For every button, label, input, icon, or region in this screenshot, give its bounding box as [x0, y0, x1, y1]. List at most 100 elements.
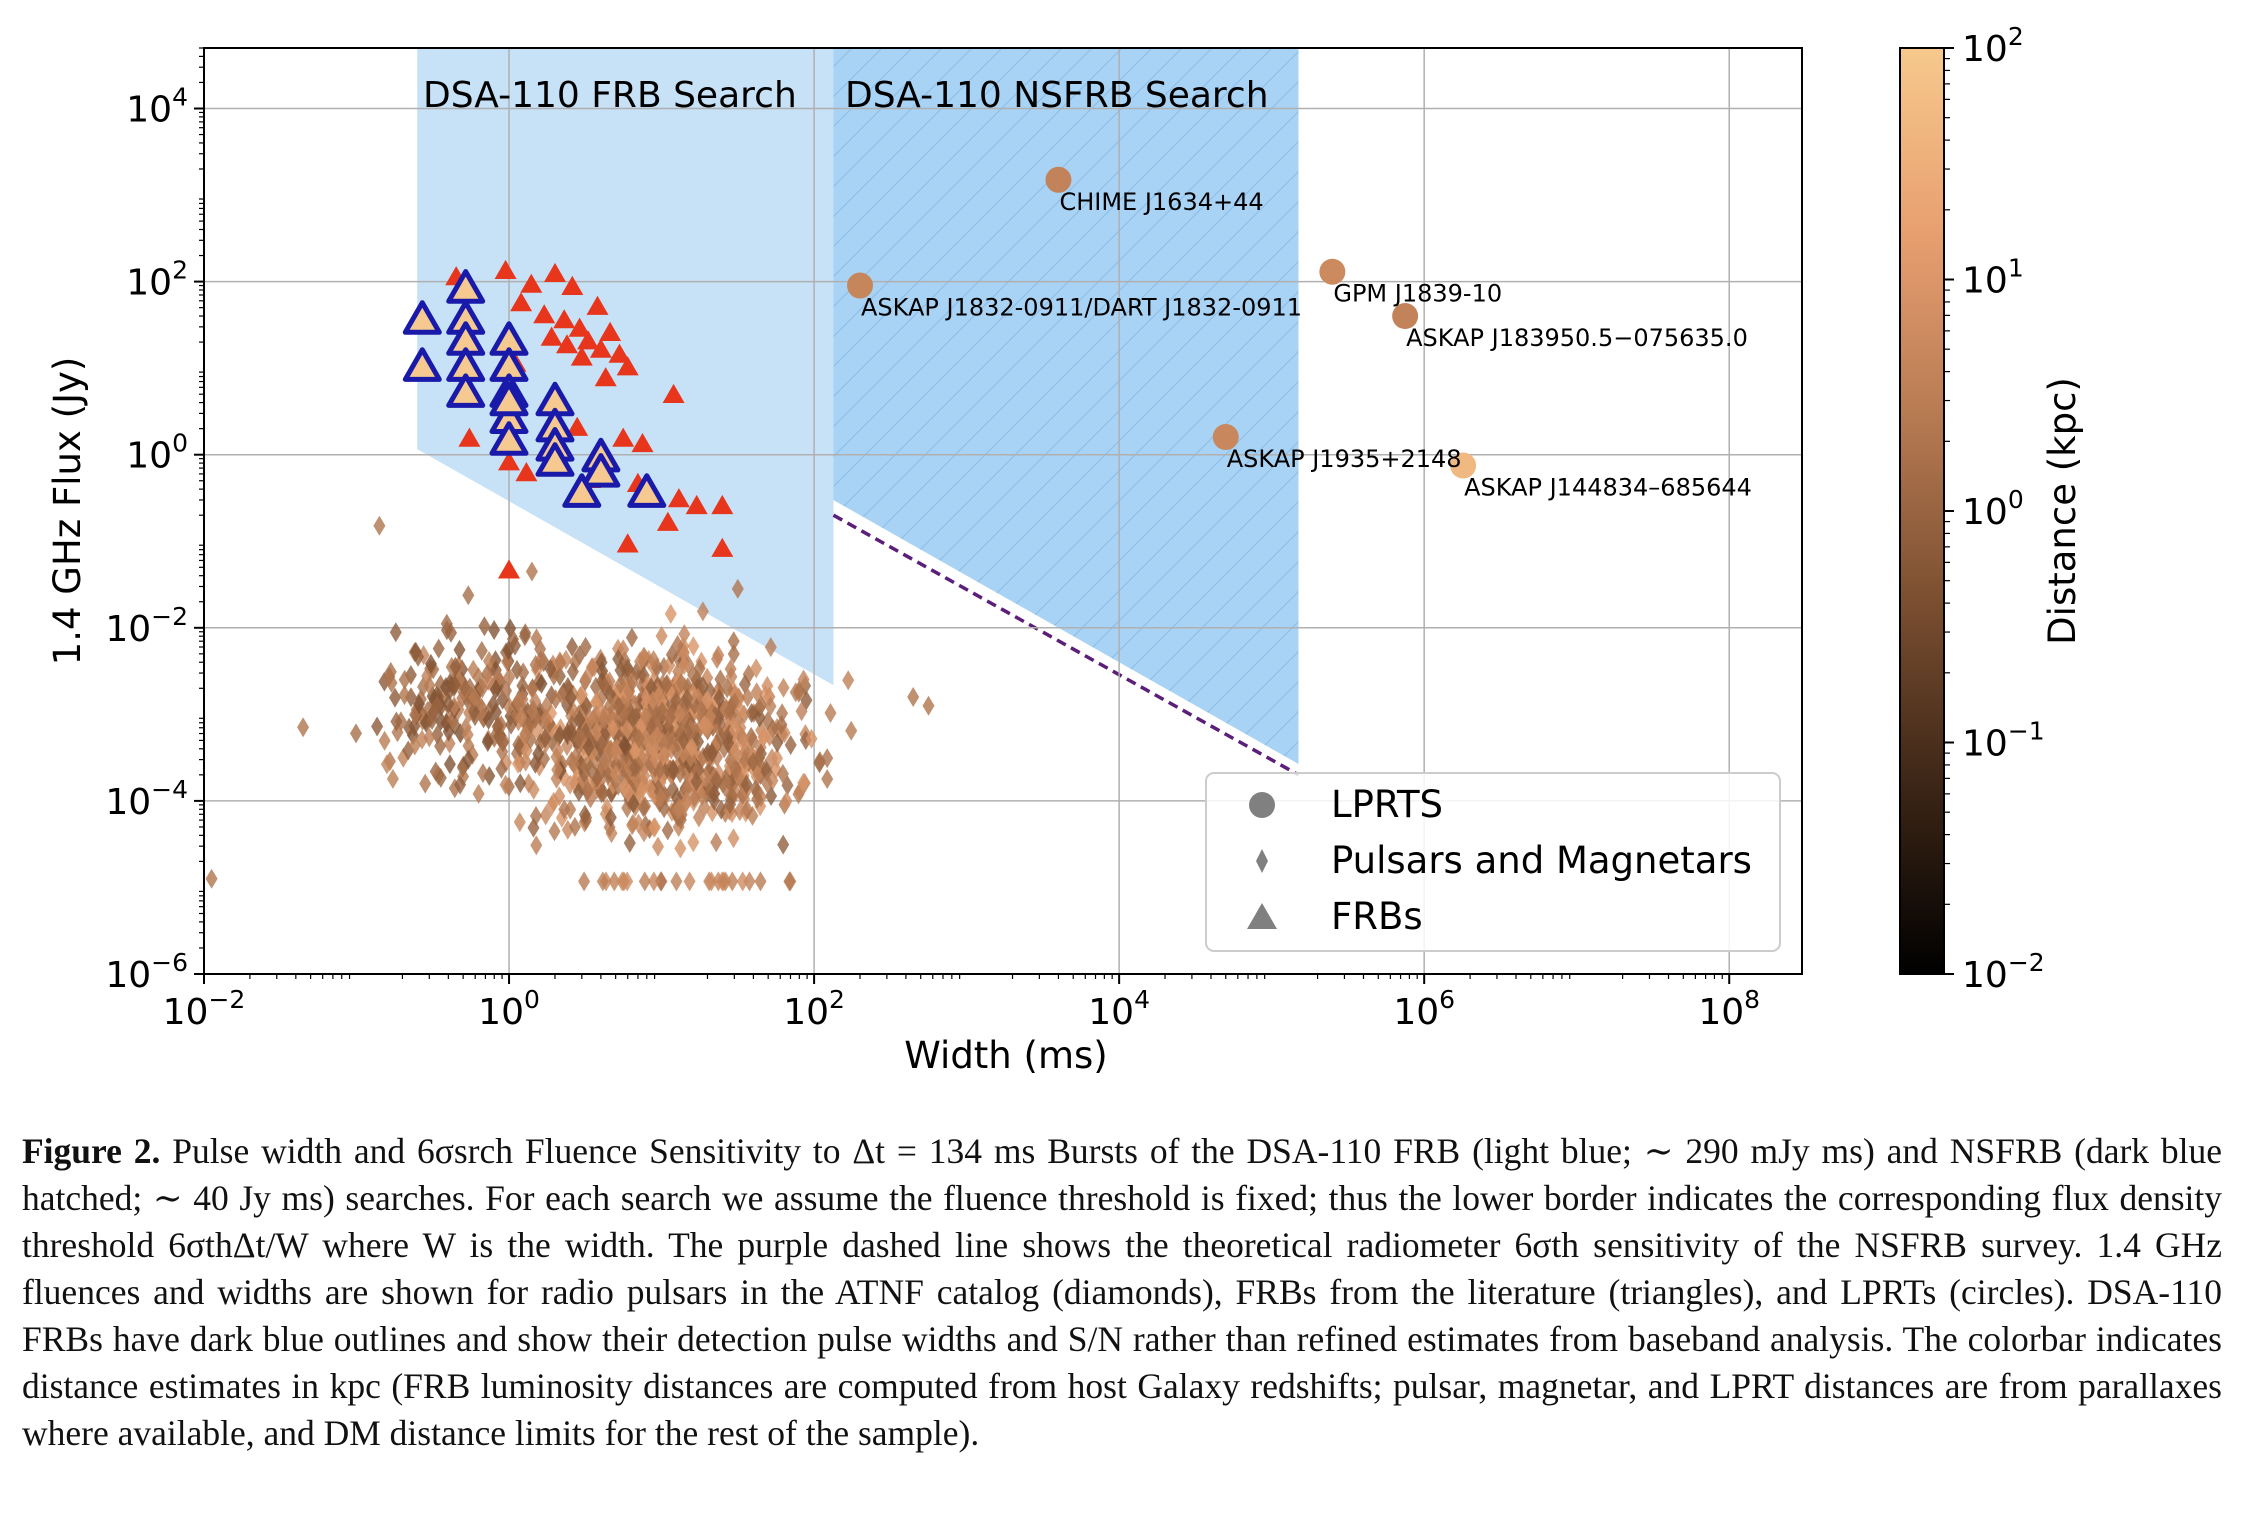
- dsa110-frb-point: [489, 421, 529, 456]
- pulsar-point: [714, 669, 727, 690]
- pulsar-point: [771, 732, 784, 753]
- pulsar-point: [755, 694, 768, 715]
- pulsar-point: [750, 682, 763, 703]
- pulsar-point: [743, 871, 756, 892]
- pulsar-point: [627, 793, 640, 814]
- frb-literature-point: [520, 273, 543, 293]
- frb-literature-point: [510, 292, 533, 312]
- pulsar-point: [522, 773, 535, 794]
- pulsar-point: [652, 836, 664, 857]
- pulsar-point: [445, 622, 457, 643]
- y-tick-label: 102: [126, 256, 188, 304]
- pulsar-point: [647, 690, 659, 711]
- pulsar-point: [675, 673, 688, 693]
- pulsar-point: [462, 749, 475, 770]
- frb-literature-point: [594, 367, 617, 387]
- pulsar-point: [626, 708, 639, 729]
- frb-literature-point: [685, 494, 708, 515]
- pulsar-point: [548, 821, 561, 842]
- frb-literature-point: [631, 433, 654, 453]
- lprt-point: [1450, 452, 1477, 479]
- pulsar-point: [760, 761, 773, 782]
- pulsar-point: [730, 760, 742, 781]
- pulsar-point: [505, 714, 518, 735]
- pulsar-point: [389, 687, 401, 708]
- pulsar-point: [813, 751, 826, 772]
- dsa110-frb-point: [402, 347, 442, 382]
- pulsar-point: [727, 828, 740, 849]
- pulsar-point: [719, 871, 732, 892]
- legend-label-pulsars: Pulsars and Magnetars: [1331, 839, 1752, 882]
- nsfrb-radiometer-line: [832, 513, 1300, 777]
- pulsar-point: [205, 868, 218, 889]
- pulsar-point: [640, 706, 652, 727]
- pulsar-point: [797, 669, 810, 690]
- pulsar-point: [408, 735, 421, 756]
- frb-literature-point: [612, 427, 635, 447]
- pulsar-point: [792, 682, 805, 703]
- y-tick-label: 10−4: [105, 775, 188, 823]
- pulsar-point: [699, 768, 712, 789]
- frb-literature-point: [458, 427, 481, 447]
- pulsar-point: [449, 656, 462, 677]
- pulsar-point: [477, 763, 489, 784]
- pulsar-point: [434, 767, 447, 788]
- pulsar-point: [556, 685, 569, 706]
- pulsar-point: [595, 783, 608, 804]
- pulsar-point: [693, 658, 706, 679]
- lprt-label: ASKAP J1832-0911/DART J1832-0911: [861, 294, 1302, 322]
- pulsar-point: [478, 616, 491, 637]
- pulsar-point: [461, 724, 474, 745]
- lprt-point: [847, 272, 874, 299]
- lprt-point: [1319, 258, 1346, 285]
- pulsar-point: [696, 601, 709, 622]
- pulsar-point: [443, 754, 456, 775]
- y-tick-label: 10−2: [105, 602, 188, 650]
- pulsar-point: [389, 622, 402, 643]
- lprt-label: GPM J1839-10: [1333, 280, 1502, 308]
- pulsar-point: [385, 672, 398, 693]
- lprt-label: CHIME J1634+44: [1059, 188, 1263, 216]
- pulsar-point: [654, 787, 667, 808]
- pulsar-point: [608, 871, 621, 892]
- pulsar-point: [551, 759, 564, 780]
- pulsar-point: [750, 658, 763, 679]
- pulsar-point: [564, 774, 577, 795]
- pulsar-point: [579, 636, 592, 657]
- pulsar-point: [713, 688, 726, 709]
- pulsar-point: [497, 732, 509, 753]
- pulsar-point: [683, 871, 696, 892]
- pulsar-point: [726, 871, 739, 892]
- pulsar-point: [724, 701, 737, 722]
- pulsar-point: [805, 728, 818, 749]
- pulsar-point: [462, 585, 475, 606]
- pulsar-point: [423, 727, 436, 748]
- pulsar-point: [582, 737, 595, 758]
- pulsar-point: [634, 651, 646, 672]
- frb-search-region-label: DSA-110 FRB Search: [423, 75, 797, 116]
- frb-literature-point: [599, 321, 622, 341]
- pulsar-point: [618, 735, 631, 755]
- pulsar-point: [448, 674, 461, 695]
- pulsar-point: [500, 680, 513, 701]
- pulsar-point: [426, 710, 439, 730]
- frb-literature-point: [533, 304, 556, 324]
- pulsar-point: [661, 820, 674, 841]
- figure-caption: Figure 2. Pulse width and 6σsrch Fluence…: [22, 1128, 2222, 1457]
- lprt-point: [1212, 424, 1239, 451]
- frb-literature-point: [656, 511, 679, 531]
- frb-literature-point: [711, 494, 734, 515]
- frb-literature-point: [498, 559, 520, 579]
- pulsar-point: [558, 799, 571, 820]
- pulsar-point: [442, 693, 455, 714]
- y-axis-label: 1.4 GHz Flux (Jy): [46, 357, 89, 666]
- pulsar-point: [553, 786, 566, 807]
- pulsar-point: [371, 716, 384, 737]
- frb-literature-point: [577, 330, 600, 350]
- pulsar-point: [731, 578, 744, 599]
- pulsar-point: [621, 719, 633, 740]
- pulsar-point: [423, 675, 436, 696]
- frb-literature-point: [556, 334, 578, 354]
- pulsar-point: [512, 691, 525, 712]
- pulsar-point: [390, 711, 403, 732]
